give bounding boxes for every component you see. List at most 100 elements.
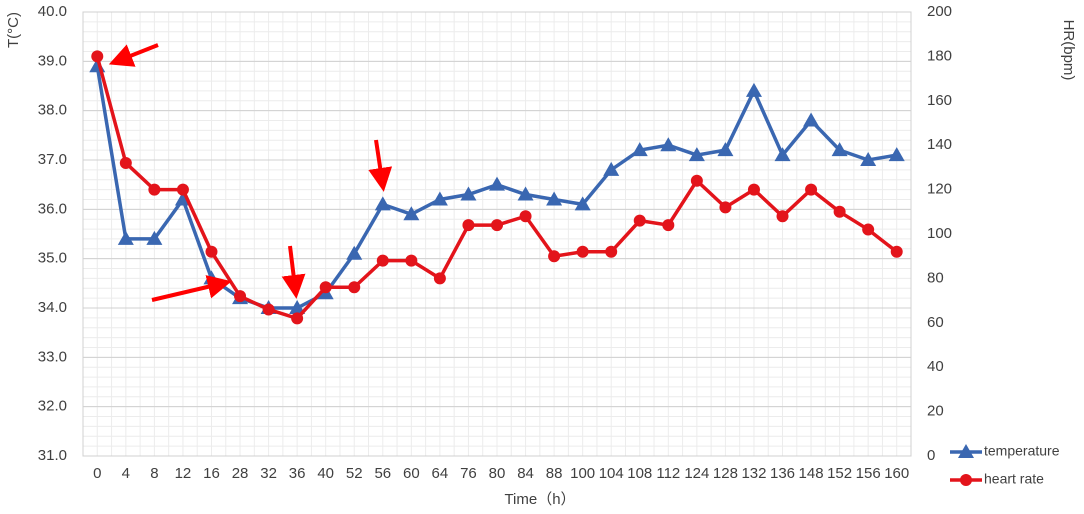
marker xyxy=(148,183,161,196)
marker xyxy=(405,254,418,267)
x-tick-label: 56 xyxy=(374,465,391,482)
marker xyxy=(548,250,561,263)
marker xyxy=(431,191,448,206)
marker xyxy=(403,206,420,221)
x-tick-label: 60 xyxy=(403,465,420,482)
marker xyxy=(205,245,218,258)
x-tick-label: 4 xyxy=(122,465,130,482)
legend-label: temperature xyxy=(984,443,1060,459)
marker xyxy=(460,186,477,201)
y2-tick-label: 0 xyxy=(927,447,935,464)
marker xyxy=(489,176,505,191)
x-tick-label: 156 xyxy=(856,465,881,482)
y-tick-label: 34.0 xyxy=(38,299,67,316)
legend-marker xyxy=(960,474,972,486)
marker xyxy=(433,272,446,285)
y2-tick-label: 180 xyxy=(927,47,952,64)
marker xyxy=(574,196,591,211)
y2-tick-label: 20 xyxy=(927,403,944,420)
y2-tick-label: 40 xyxy=(927,358,944,375)
marker xyxy=(234,290,247,303)
y-tick-label: 37.0 xyxy=(38,151,67,168)
x-tick-label: 128 xyxy=(713,465,738,482)
y2-tick-label: 140 xyxy=(927,136,952,153)
marker xyxy=(291,312,304,325)
y-tick-label: 40.0 xyxy=(38,3,67,20)
marker xyxy=(805,183,818,196)
x-tick-label: 8 xyxy=(150,465,158,482)
x-tick-label: 80 xyxy=(489,465,506,482)
y-tick-label: 38.0 xyxy=(38,102,67,119)
marker xyxy=(774,147,791,162)
marker xyxy=(203,270,220,285)
marker xyxy=(91,50,104,63)
x-tick-label: 64 xyxy=(432,465,449,482)
marker xyxy=(747,183,760,196)
y-tick-label: 33.0 xyxy=(38,348,67,365)
x-tick-label: 28 xyxy=(232,465,249,482)
marker xyxy=(662,219,675,232)
x-tick-label: 104 xyxy=(599,465,624,482)
marker xyxy=(633,214,646,227)
marker xyxy=(833,205,846,218)
marker xyxy=(319,281,332,294)
marker xyxy=(289,300,306,314)
y-axis-label: T(°C) xyxy=(5,12,22,48)
minor-grid xyxy=(82,11,912,457)
x-tick-label: 52 xyxy=(346,465,363,482)
y-tick-label: 35.0 xyxy=(38,250,67,267)
x-tick-label: 108 xyxy=(627,465,652,482)
x-tick-label: 100 xyxy=(570,465,595,482)
plot-border xyxy=(82,11,912,457)
x-tick-label: 148 xyxy=(799,465,824,482)
y2-tick-label: 80 xyxy=(927,269,944,286)
marker xyxy=(462,219,475,232)
x-tick-label: 112 xyxy=(656,465,680,482)
annotation-arrows xyxy=(108,43,393,302)
marker xyxy=(346,245,363,260)
y2-tick-label: 60 xyxy=(927,314,944,331)
x-tick-label: 16 xyxy=(203,465,220,482)
legend-label: heart rate xyxy=(984,471,1044,487)
marker xyxy=(860,152,877,166)
marker xyxy=(776,210,789,223)
marker xyxy=(546,191,563,206)
marker xyxy=(719,201,732,214)
marker xyxy=(146,230,163,245)
y-tick-label: 36.0 xyxy=(38,200,67,217)
marker xyxy=(517,186,534,201)
marker xyxy=(690,174,703,187)
marker xyxy=(803,112,820,127)
x-tick-label: 40 xyxy=(317,465,334,482)
marker xyxy=(119,156,132,169)
y2-tick-label: 120 xyxy=(927,181,952,198)
marker xyxy=(890,245,903,258)
marker xyxy=(262,303,275,316)
marker xyxy=(519,210,532,223)
marker xyxy=(688,147,705,162)
x-tick-label: 0 xyxy=(93,465,101,482)
marker xyxy=(862,223,875,236)
x-tick-label: 136 xyxy=(770,465,795,482)
y2-tick-label: 200 xyxy=(927,3,952,20)
plot: 31.0 32.0 33.0 34.0 35.0 36.0 37.0 38.0 39.0 40.0… xyxy=(38,3,1060,487)
x-tick-label: 32 xyxy=(260,465,277,482)
x-tick-label: 36 xyxy=(289,465,306,482)
arrow xyxy=(108,43,159,67)
marker xyxy=(888,147,905,162)
x-tick-label: 88 xyxy=(546,465,563,482)
y2-tick-label: 100 xyxy=(927,225,952,242)
marker xyxy=(176,183,189,196)
marker xyxy=(117,230,134,245)
marker xyxy=(831,142,848,157)
x-tick-label: 84 xyxy=(517,465,534,482)
marker xyxy=(376,254,389,267)
marker xyxy=(745,82,762,97)
marker xyxy=(576,245,589,258)
y2-axis-label: HR(bpm) xyxy=(1060,20,1077,81)
marker xyxy=(603,161,620,176)
marker xyxy=(660,137,677,152)
marker xyxy=(374,196,391,211)
x-tick-label: 76 xyxy=(460,465,477,482)
